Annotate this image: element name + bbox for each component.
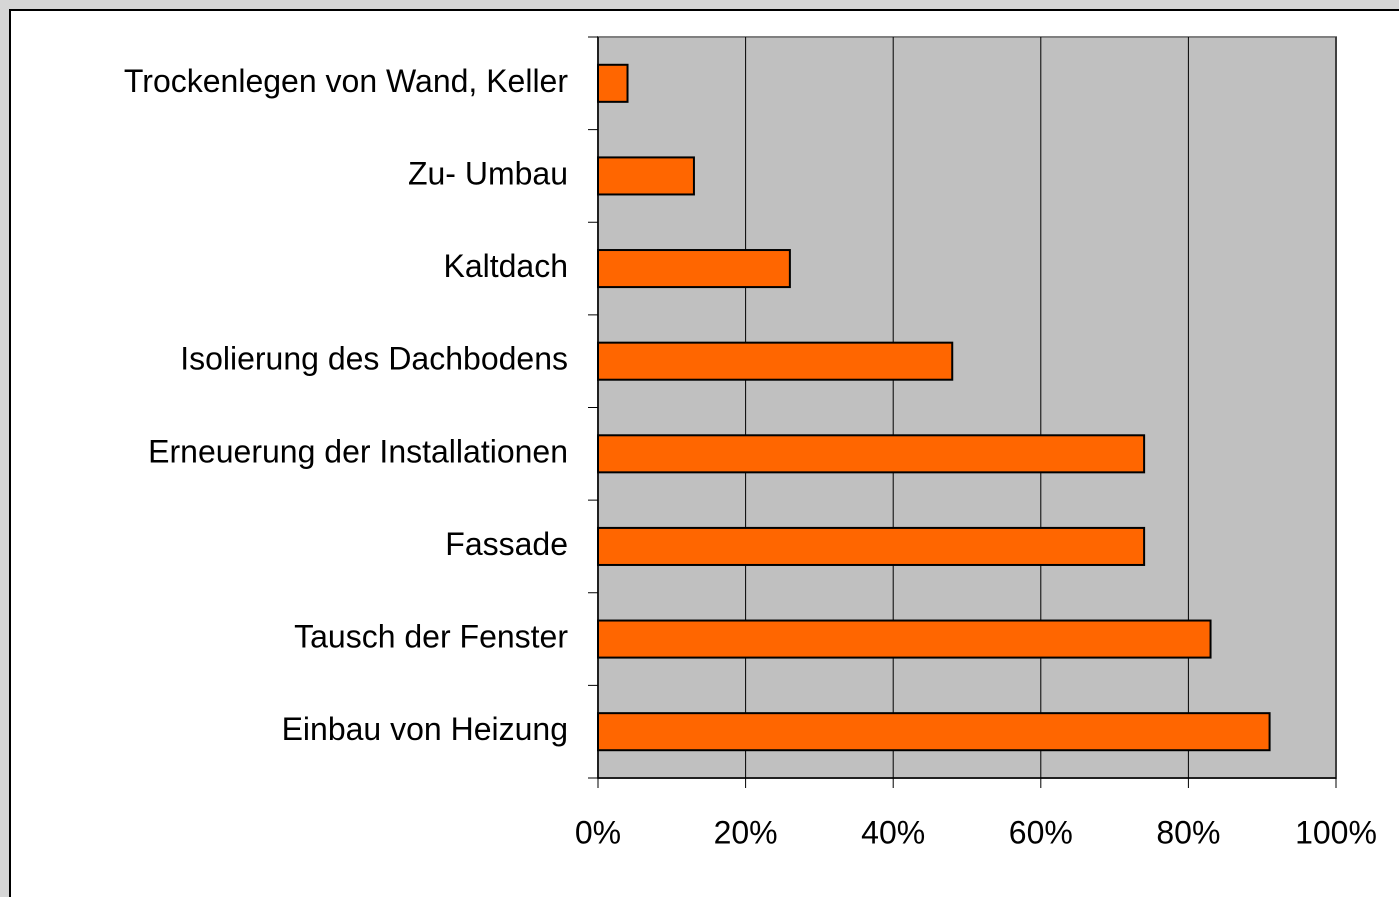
- y-tick-label: Trockenlegen von Wand, Keller: [124, 63, 568, 99]
- bar: [597, 434, 1146, 474]
- y-tick-label: Tausch der Fenster: [294, 619, 568, 655]
- x-tick-label: 0%: [575, 814, 621, 850]
- x-tick-label: 80%: [1156, 814, 1220, 850]
- bar: [597, 63, 629, 103]
- y-tick-label: Kaltdach: [443, 248, 568, 284]
- x-tick-label: 60%: [1009, 814, 1073, 850]
- bar: [597, 249, 791, 289]
- bar: [597, 619, 1212, 659]
- bar: [597, 156, 695, 196]
- bar: [597, 341, 954, 381]
- bar: [597, 712, 1271, 752]
- y-tick-label: Zu- Umbau: [408, 155, 568, 191]
- plot-area: [597, 36, 1337, 779]
- y-tick-label: Isolierung des Dachbodens: [180, 341, 568, 377]
- y-tick-label: Fassade: [445, 526, 568, 562]
- y-tick-label: Erneuerung der Installationen: [148, 433, 568, 469]
- y-tick-label: Einbau von Heizung: [282, 711, 568, 747]
- bar: [597, 526, 1146, 566]
- x-tick-label: 40%: [861, 814, 925, 850]
- x-tick-label: 100%: [1295, 814, 1377, 850]
- x-tick-label: 20%: [714, 814, 778, 850]
